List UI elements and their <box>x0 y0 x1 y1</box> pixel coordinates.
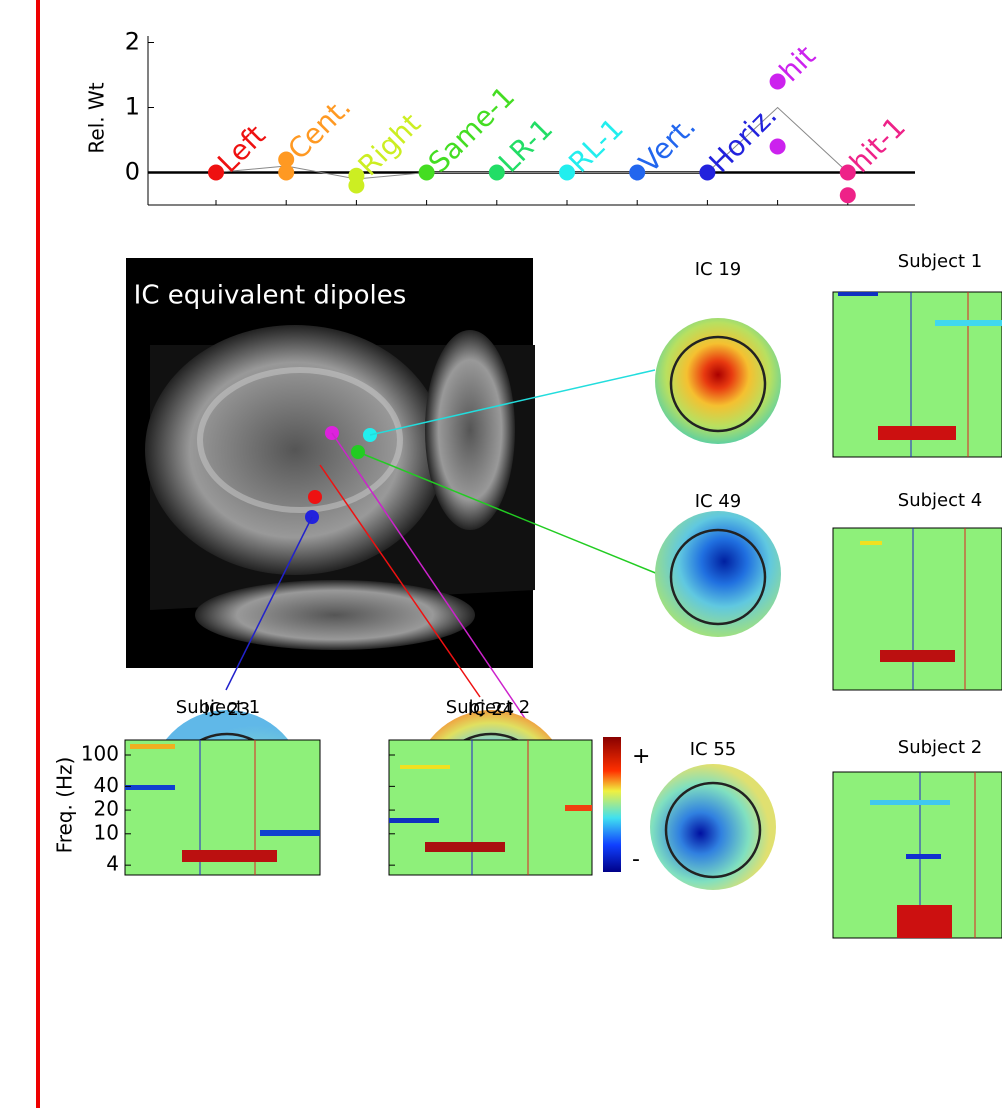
component-label: IC 55 <box>690 739 737 760</box>
category-label: Cent. <box>281 90 357 166</box>
figure: IC equivalent dipoles + - Freq. (Hz) Rel… <box>0 0 1002 1108</box>
colorbar-max: + <box>632 744 650 769</box>
category-label: Right <box>352 107 427 182</box>
y-axis-label: Rel. Wt <box>85 82 109 153</box>
component-label: IC 49 <box>695 491 742 512</box>
brain-panel: IC equivalent dipoles <box>126 258 535 668</box>
category-label: Horiz. <box>703 98 784 179</box>
subject-label: Subject 1 <box>176 697 260 718</box>
y-tick-label: 2 <box>125 28 140 56</box>
brain-title: IC equivalent dipoles <box>134 281 407 311</box>
dot <box>278 165 294 181</box>
side-bar <box>36 0 40 1108</box>
y-tick-label: 1 <box>125 93 140 121</box>
freq-tick-label: 20 <box>94 797 119 821</box>
freq-tick-label: 100 <box>81 741 119 765</box>
subject-label: Subject 1 <box>898 251 982 272</box>
colorbar-min: - <box>632 847 640 872</box>
freq-tick-label: 40 <box>94 773 119 797</box>
dot <box>348 178 364 194</box>
y-tick-label: 0 <box>125 158 140 186</box>
dot <box>840 187 856 203</box>
freq-tick-label: 10 <box>94 820 119 844</box>
freq-tick-label: 4 <box>106 852 119 876</box>
subject-label: Subject 2 <box>446 697 530 718</box>
dot <box>770 139 786 155</box>
spectrogram-y-label: Freq. (Hz) <box>53 757 77 854</box>
subject-label: Subject 2 <box>898 737 982 758</box>
subject-label: Subject 4 <box>898 490 982 511</box>
component-label: IC 19 <box>695 259 742 280</box>
